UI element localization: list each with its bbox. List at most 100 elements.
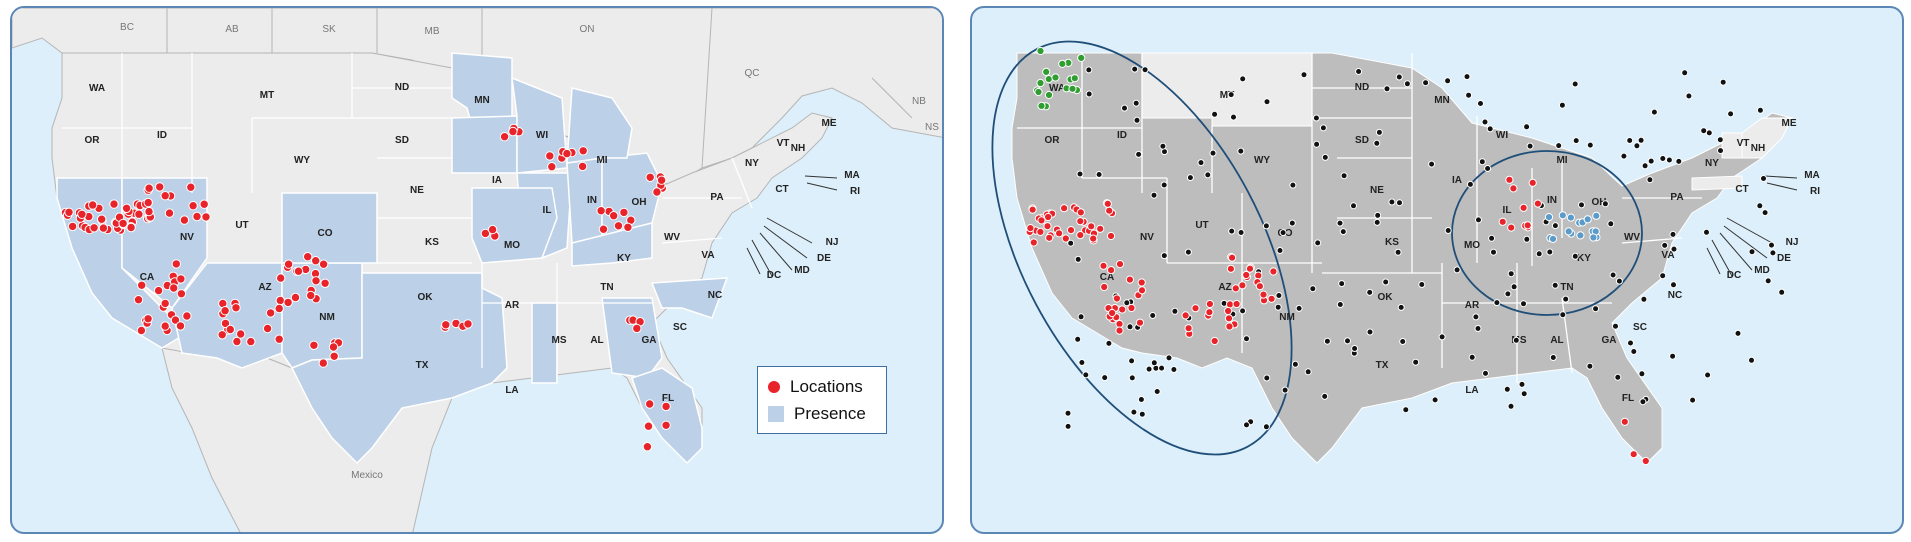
terminal-dot xyxy=(1431,396,1439,404)
location-dot xyxy=(164,208,175,218)
location-dot xyxy=(236,329,246,339)
terminal-dot xyxy=(1300,71,1308,79)
flyers-dot xyxy=(1226,264,1235,273)
location-dot xyxy=(171,259,182,269)
state-label-ga: GA xyxy=(642,335,657,346)
flyers-dot xyxy=(1191,304,1200,313)
terminal-dot xyxy=(1375,128,1383,136)
flyers-dot xyxy=(1269,267,1278,276)
cardlock-dot xyxy=(1037,101,1046,111)
terminal-dot xyxy=(1760,175,1767,182)
location-dot xyxy=(328,342,339,352)
flyers-dot xyxy=(1232,299,1241,309)
location-dot xyxy=(547,162,557,172)
location-dot xyxy=(623,222,633,233)
terminal-dot xyxy=(1638,370,1646,378)
terminal-dot xyxy=(1607,220,1615,228)
location-dot xyxy=(283,297,293,308)
terminal-dot xyxy=(1549,354,1557,361)
terminal-dot xyxy=(1510,283,1518,291)
terminal-dot xyxy=(1074,255,1082,263)
terminal-dot xyxy=(1640,295,1648,303)
legend-label: Presence xyxy=(794,403,866,423)
flyers-dot xyxy=(1509,184,1518,193)
land-dot xyxy=(1564,227,1573,236)
location-dot xyxy=(182,311,192,321)
network-map: WA OR ID MT WY ND SD NE MN WI MI IA IL IN OH PA NY VT NH ME… xyxy=(991,40,1820,466)
terminal-dot xyxy=(1309,285,1317,293)
flyers-dot xyxy=(1096,224,1105,233)
flyers-dot xyxy=(1225,322,1234,331)
terminal-dot xyxy=(1209,149,1217,157)
state-label-mn: MN xyxy=(474,95,490,106)
location-dot xyxy=(480,228,491,239)
flyers-dot xyxy=(1135,318,1145,327)
terminal-dot xyxy=(1626,137,1634,144)
flyers-dot xyxy=(1267,294,1276,303)
location-dot xyxy=(596,206,606,216)
terminal-dot xyxy=(1481,118,1489,126)
location-dot xyxy=(186,182,196,192)
terminal-dot xyxy=(1490,248,1497,256)
location-dot xyxy=(144,183,154,193)
location-dot xyxy=(562,148,572,159)
state-label-sk: SK xyxy=(322,24,336,35)
state-label-ns: NS xyxy=(925,122,939,133)
flyers-dot xyxy=(1061,234,1070,243)
terminal-dot xyxy=(1422,79,1430,87)
location-dot xyxy=(134,209,144,219)
terminal-dot xyxy=(1382,278,1390,286)
land-dot xyxy=(1592,211,1601,220)
state-label-in: IN xyxy=(587,195,597,206)
state-label-md: MD xyxy=(794,265,810,276)
flyers-dot xyxy=(1127,303,1136,313)
terminal-dot xyxy=(1535,250,1543,258)
terminal-dot xyxy=(1586,141,1594,149)
terminal-dot xyxy=(1336,219,1344,227)
terminal-dot xyxy=(1572,137,1580,145)
location-dot xyxy=(88,200,98,210)
cardlock-dot xyxy=(1042,67,1051,77)
land-dot xyxy=(1548,234,1558,243)
terminal-dot xyxy=(1321,153,1329,161)
terminal-dot xyxy=(1482,369,1489,377)
location-dot xyxy=(160,191,170,201)
state-label-oh: OH xyxy=(632,197,647,208)
state-label-ky: KY xyxy=(1577,253,1591,264)
location-dot xyxy=(246,336,256,347)
terminal-dot xyxy=(1350,202,1357,210)
terminal-dot xyxy=(1402,406,1410,414)
flyers-dot xyxy=(1028,205,1037,214)
state-label-dc: DC xyxy=(767,270,781,281)
terminal-dot xyxy=(1338,280,1346,288)
flyers-dot xyxy=(1115,326,1124,335)
terminal-dot xyxy=(1289,181,1297,189)
state-label-il: IL xyxy=(1503,205,1512,216)
terminal-dot xyxy=(1486,125,1494,133)
flyers-dot xyxy=(1089,234,1098,243)
flyers-dot xyxy=(1112,294,1121,303)
location-dot xyxy=(303,252,313,262)
flyers-dot xyxy=(1523,221,1532,230)
state-label-wv: WV xyxy=(664,232,680,243)
terminal-dot xyxy=(1507,270,1515,278)
state-label-or: OR xyxy=(1045,135,1061,146)
state-label-oh: OH xyxy=(1592,197,1607,208)
state-label-mo: MO xyxy=(504,240,520,251)
flyers-dot xyxy=(1245,264,1255,273)
location-dot xyxy=(463,319,473,329)
terminal-dot xyxy=(1304,368,1312,376)
terminal-dot xyxy=(1601,200,1609,208)
terminal-dot xyxy=(1477,100,1484,107)
state-label-nj: NJ xyxy=(1786,237,1799,248)
state-label-wv: WV xyxy=(1624,232,1640,243)
terminal-dot xyxy=(1126,323,1134,331)
terminal-dot xyxy=(1395,73,1403,81)
flyers-dot xyxy=(1210,336,1219,346)
terminal-dot xyxy=(1551,222,1559,230)
terminal-dot xyxy=(1689,396,1697,404)
location-dot xyxy=(499,132,510,142)
terminal-dot xyxy=(1101,374,1109,382)
terminal-dot xyxy=(1085,90,1093,98)
locations-map: WA OR ID MT WY ND SD NE MN WI MI IA IL IN OH PA NY VT NH ME… xyxy=(12,8,942,532)
